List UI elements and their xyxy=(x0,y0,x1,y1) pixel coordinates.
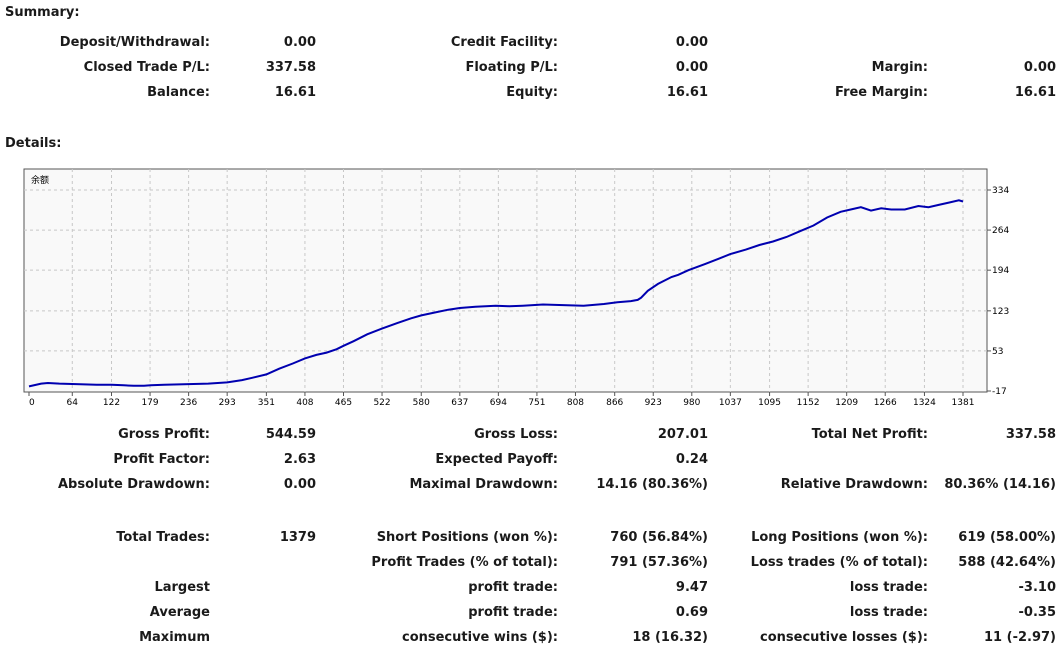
chart-legend: 余额 xyxy=(31,174,49,186)
expected-payoff-label: Expected Payoff: xyxy=(435,452,558,467)
average-profit-label: profit trade: xyxy=(468,605,558,620)
largest-loss-value: -3.10 xyxy=(1018,580,1056,595)
x-tick-label: 293 xyxy=(219,398,236,408)
balance-label: Balance: xyxy=(147,85,210,100)
maximal-drawdown-label: Maximal Drawdown: xyxy=(409,477,558,492)
x-tick-label: 122 xyxy=(103,398,120,408)
y-tick-label: 334 xyxy=(992,186,1009,196)
y-tick-label: 264 xyxy=(992,226,1009,236)
total-trades-value: 1379 xyxy=(279,530,316,545)
short-positions-label: Short Positions (won %): xyxy=(376,530,558,545)
y-tick-label: 194 xyxy=(992,266,1009,276)
profit-trades-value: 791 (57.36%) xyxy=(610,555,708,570)
x-tick-label: 751 xyxy=(528,398,545,408)
x-tick-label: 465 xyxy=(335,398,352,408)
loss-trades-label: Loss trades (% of total): xyxy=(750,555,928,570)
y-tick-label: -17 xyxy=(992,387,1007,397)
gross-profit-label: Gross Profit: xyxy=(118,427,210,442)
x-tick-label: 1152 xyxy=(797,398,820,408)
x-tick-label: 236 xyxy=(180,398,197,408)
equity-value: 16.61 xyxy=(666,85,708,100)
expected-payoff-value: 0.24 xyxy=(675,452,708,467)
x-tick-label: 923 xyxy=(645,398,662,408)
chart-grid xyxy=(24,169,987,392)
total-trades-label: Total Trades: xyxy=(116,530,210,545)
x-tick-label: 866 xyxy=(606,398,623,408)
x-tick-label: 637 xyxy=(451,398,468,408)
x-tick-label: 1381 xyxy=(952,398,975,408)
long-positions-value: 619 (58.00%) xyxy=(958,530,1056,545)
average-loss-label: loss trade: xyxy=(849,605,928,620)
summary-heading: Summary: xyxy=(5,5,80,20)
y-tick-label: 123 xyxy=(992,307,1009,317)
x-tick-label: 64 xyxy=(67,398,79,408)
balance-series-line xyxy=(28,199,964,388)
closed-pl-value: 337.58 xyxy=(265,60,316,75)
x-tick-label: 1095 xyxy=(758,398,781,408)
closed-pl-label: Closed Trade P/L: xyxy=(83,60,210,75)
loss-trades-value: 588 (42.64%) xyxy=(958,555,1056,570)
x-tick-label: 1266 xyxy=(874,398,897,408)
profit-factor-label: Profit Factor: xyxy=(113,452,210,467)
largest-profit-label: profit trade: xyxy=(468,580,558,595)
details-heading: Details: xyxy=(5,136,62,151)
x-tick-label: 522 xyxy=(373,398,390,408)
credit-value: 0.00 xyxy=(675,35,708,50)
chart-plot-area xyxy=(23,168,988,393)
x-tick-label: 1037 xyxy=(719,398,742,408)
total-net-profit-value: 337.58 xyxy=(1005,427,1056,442)
margin-value: 0.00 xyxy=(1023,60,1056,75)
average-profit-value: 0.69 xyxy=(675,605,708,620)
absolute-drawdown-label: Absolute Drawdown: xyxy=(58,477,210,492)
average-label: Average xyxy=(149,605,210,620)
free-margin-value: 16.61 xyxy=(1014,85,1056,100)
y-tick-label: 53 xyxy=(992,347,1003,357)
x-tick-label: 351 xyxy=(258,398,275,408)
maximum-label: Maximum xyxy=(139,630,210,645)
max-consecutive-losses-value: 11 (-2.97) xyxy=(984,630,1056,645)
profit-trades-label: Profit Trades (% of total): xyxy=(371,555,558,570)
relative-drawdown-value: 80.36% (14.16) xyxy=(944,477,1056,492)
x-tick-label: 808 xyxy=(567,398,584,408)
margin-label: Margin: xyxy=(871,60,928,75)
largest-loss-label: loss trade: xyxy=(849,580,928,595)
x-tick-label: 408 xyxy=(296,398,313,408)
short-positions-value: 760 (56.84%) xyxy=(610,530,708,545)
y-axis-ticks: 334 264 194 123 53 -17 xyxy=(987,186,1009,397)
credit-label: Credit Facility: xyxy=(450,35,558,50)
total-net-profit-label: Total Net Profit: xyxy=(811,427,928,442)
free-margin-label: Free Margin: xyxy=(835,85,928,100)
max-consecutive-wins-label: consecutive wins ($): xyxy=(401,630,558,645)
max-consecutive-wins-value: 18 (16.32) xyxy=(632,630,708,645)
x-axis-ticks: 0 64 122 179 236 293 351 408 465 522 580 637 694 751 8… xyxy=(28,392,975,408)
floating-pl-value: 0.00 xyxy=(675,60,708,75)
maximal-drawdown-value: 14.16 (80.36%) xyxy=(596,477,708,492)
average-loss-value: -0.35 xyxy=(1018,605,1056,620)
largest-profit-value: 9.47 xyxy=(675,580,708,595)
floating-pl-label: Floating P/L: xyxy=(465,60,558,75)
x-tick-label: 1209 xyxy=(835,398,858,408)
relative-drawdown-label: Relative Drawdown: xyxy=(780,477,928,492)
balance-value: 16.61 xyxy=(274,85,316,100)
x-tick-label: 980 xyxy=(683,398,700,408)
gross-profit-value: 544.59 xyxy=(265,427,316,442)
deposit-label: Deposit/Withdrawal: xyxy=(59,35,210,50)
equity-label: Equity: xyxy=(506,85,558,100)
x-tick-label: 179 xyxy=(141,398,158,408)
x-tick-label: 694 xyxy=(490,398,507,408)
profit-factor-value: 2.63 xyxy=(283,452,316,467)
deposit-value: 0.00 xyxy=(283,35,316,50)
gross-loss-label: Gross Loss: xyxy=(474,427,558,442)
x-tick-label: 0 xyxy=(29,398,35,408)
x-tick-label: 1324 xyxy=(913,398,936,408)
long-positions-label: Long Positions (won %): xyxy=(751,530,928,545)
max-consecutive-losses-label: consecutive losses ($): xyxy=(760,630,928,645)
absolute-drawdown-value: 0.00 xyxy=(283,477,316,492)
gross-loss-value: 207.01 xyxy=(657,427,708,442)
largest-label: Largest xyxy=(154,580,210,595)
x-tick-label: 580 xyxy=(413,398,430,408)
